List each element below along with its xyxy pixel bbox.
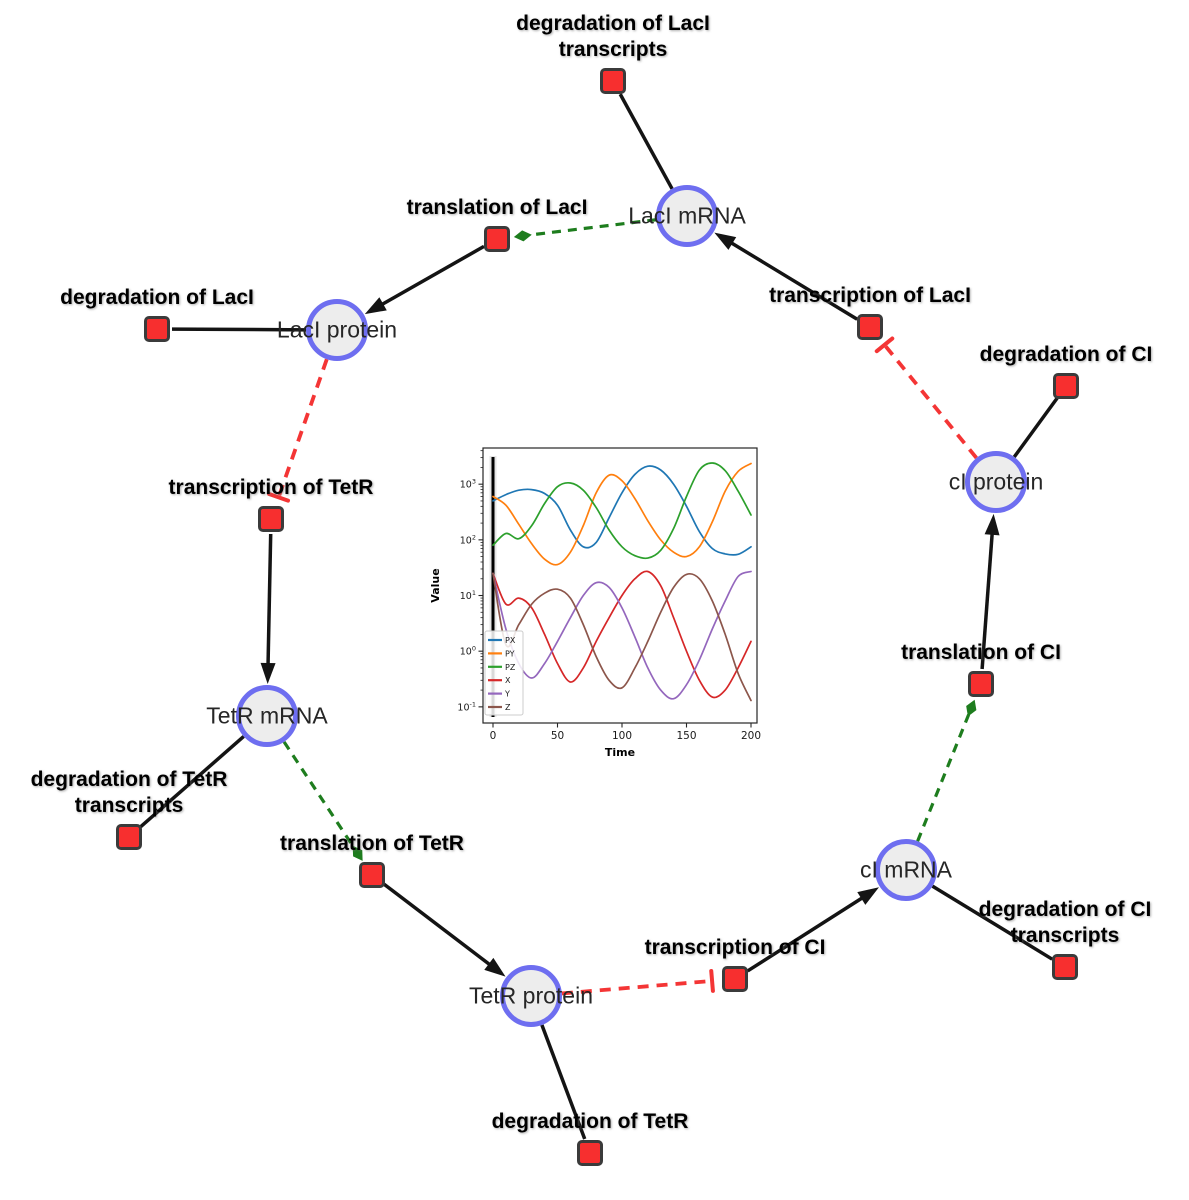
y-tick-label: 101 [460,589,476,602]
series-line-Z [492,572,752,702]
edge-transl-laci-laci-protein [374,244,485,310]
reaction-node-transl-laci[interactable] [484,226,510,252]
reaction-label-transl-laci: translation of LacI [406,196,588,219]
edge-tetr-protein-transc-ci-tee [709,968,715,993]
reaction-node-transl-ci[interactable] [968,671,994,697]
edge-tetr-mrna-transl-tetr [282,740,356,849]
y-axis-label: Value [429,568,442,602]
legend-label-X: X [505,676,511,685]
legend-label-PY: PY [505,649,515,658]
series-line-X [492,570,752,699]
reaction-label-deg-tetr-tx: degradation of TetR transcripts [30,768,228,817]
reaction-node-transc-ci[interactable] [722,966,748,992]
species-node-ci-mrna[interactable] [875,839,937,901]
y-tick-label: 103 [460,478,476,491]
x-axis-label: Time [605,746,635,759]
edge-transl-tetr-tetr-protein-arrowhead [484,957,506,977]
series-line-PX [492,465,752,556]
x-tick-label: 200 [741,730,761,742]
edge-transl-tetr-tetr-protein [382,882,497,971]
species-label-laci-protein: LacI protein [276,316,398,343]
edge-laci-mrna-transl-laci-arrowhead [513,230,532,242]
edge-ci-mrna-transl-ci-arrowhead [966,699,977,717]
reaction-label-deg-laci-tx: degradation of LacI transcripts [516,12,710,61]
legend-label-PZ: PZ [505,663,516,672]
reaction-node-deg-tetr-tx[interactable] [116,824,142,850]
x-tick-label: 0 [490,730,497,742]
series-line-PZ [492,462,752,560]
species-node-tetr-protein[interactable] [500,965,562,1027]
species-label-ci-protein: cI protein [948,468,1044,495]
edge-ci-mrna-deg-ci-tx [931,884,1054,961]
species-node-laci-protein[interactable] [306,299,368,361]
series-line-PY [492,462,752,566]
x-tick-label: 100 [612,730,632,742]
species-node-tetr-mrna[interactable] [236,685,298,747]
reaction-node-transl-tetr[interactable] [359,862,385,888]
edge-laci-protein-transc-tetr [277,358,329,497]
edge-ci-protein-deg-ci [1012,397,1059,458]
legend-label-Y: Y [504,690,510,699]
time-course-plot: 0 50 100 150 200 10-1 100 101 102 103 Time Value PX P… [429,447,761,759]
edge-tetr-mrna-deg-tetr-tx [139,735,245,829]
y-tick-label: 10-1 [457,700,476,713]
edge-tetr-mrna-transl-tetr-arrowhead [352,845,363,861]
species-label-tetr-protein: TetR protein [468,982,594,1009]
edge-ci-protein-transc-laci [884,345,978,460]
edge-ci-protein-transc-laci-tee [874,336,895,354]
reaction-label-deg-ci: degradation of CI [979,343,1153,366]
chart-frame [482,447,758,724]
edge-tetr-protein-transc-ci [561,979,711,996]
edge-transc-laci-laci-mrna [724,237,859,321]
edge-laci-mrna-deg-laci-tx [618,93,674,190]
edge-laci-protein-transc-tetr-tee [267,491,291,503]
y-tick-label: 100 [460,645,476,658]
edge-transc-ci-ci-mrna [746,892,870,973]
reaction-label-deg-ci-tx: degradation of CI transcripts [978,898,1152,947]
legend-label-PX: PX [505,636,516,645]
reaction-node-deg-ci[interactable] [1053,373,1079,399]
reaction-label-transc-laci: transcription of LacI [769,284,971,307]
reaction-label-transc-tetr: transcription of TetR [168,476,374,499]
edge-transl-ci-ci-protein-arrowhead [984,513,1000,536]
species-label-laci-mrna: LacI mRNA [628,202,746,229]
species-label-ci-mrna: cI mRNA [860,856,952,883]
species-node-ci-protein[interactable] [965,451,1027,513]
legend-label-Z: Z [505,703,511,712]
edge-ci-mrna-transl-ci [916,714,971,842]
legend-box [484,630,524,716]
reaction-label-transl-ci: translation of CI [901,641,1061,664]
species-label-tetr-mrna: TetR mRNA [206,702,328,729]
reaction-label-deg-laci: degradation of LacI [60,286,254,309]
reaction-node-transc-tetr[interactable] [258,506,284,532]
reaction-label-transc-ci: transcription of CI [644,936,826,959]
edge-laci-protein-deg-laci [171,327,307,332]
x-tick-label: 50 [551,730,564,742]
edge-transl-ci-ci-protein [980,526,995,670]
edge-laci-mrna-transl-laci [529,218,657,237]
reaction-node-deg-laci[interactable] [144,316,170,342]
reaction-node-deg-tetr[interactable] [577,1140,603,1166]
series-line-Y [492,570,752,700]
x-tick-label: 150 [676,730,696,742]
reaction-label-transl-tetr: translation of TetR [280,832,464,855]
edge-transc-laci-laci-mrna-arrowhead [714,232,737,250]
edge-transc-tetr-tetr-mrna-arrowhead [260,662,276,685]
reaction-node-transc-laci[interactable] [857,314,883,340]
edge-transl-laci-laci-protein-arrowhead [364,297,387,315]
time-course-inset-chart: 0 50 100 150 200 10-1 100 101 102 103 Time Value PX P… [425,438,777,770]
species-node-laci-mrna[interactable] [656,185,718,247]
reaction-label-deg-tetr: degradation of TetR [491,1110,689,1133]
reaction-node-deg-laci-tx[interactable] [600,68,626,94]
y-tick-label: 102 [460,533,476,546]
edge-transc-ci-ci-mrna-arrowhead [857,887,880,905]
edge-tetr-protein-deg-tetr [540,1024,587,1140]
edge-transc-tetr-tetr-mrna [266,533,273,672]
reaction-node-deg-ci-tx[interactable] [1052,954,1078,980]
